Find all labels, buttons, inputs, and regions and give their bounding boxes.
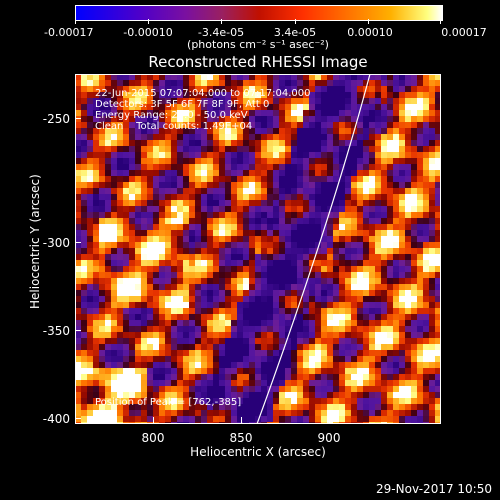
x-tick [153,417,154,423]
colorbar-tick [148,19,149,24]
colorbar-tick [368,19,369,24]
colorbar-tick [295,19,296,24]
y-tick [75,242,81,243]
x-axis-label: Heliocentric X (arcsec) [190,445,326,459]
x-tick-label: 900 [317,431,341,445]
y-tick [75,330,81,331]
x-tick-label: 800 [141,431,165,445]
y-tick-label: -350 [42,324,70,338]
x-tick-label: 850 [229,431,253,445]
image-pixels [75,74,441,424]
solar-limb-line [256,74,371,424]
peak-position-label: Position of Peak = [762,-385] [95,397,242,408]
time-range-label: 22-Jun-2015 07:07:04.000 to 07:17:04.000 [95,88,311,99]
colorbar-tick [221,19,222,24]
colorbar [75,5,443,21]
y-tick [75,118,81,119]
rhessi-image [75,74,441,424]
colorbar-label: 3.4e-05 [273,26,317,39]
clean-counts-label: Clean Total counts: 1.49E+04 [95,121,253,132]
y-tick-label: -400 [42,412,70,426]
y-tick-label: -300 [42,236,70,250]
colorbar-label: -0.00017 [44,26,94,39]
colorbar-label: 0.00010 [347,26,393,39]
x-tick [241,417,242,423]
y-axis-label: Heliocentric Y (arcsec) [28,174,42,309]
colorbar-tick [75,19,76,24]
colorbar-label: -3.4e-05 [197,26,245,39]
image-title: Reconstructed RHESSI Image [148,53,368,71]
plot-date: 29-Nov-2017 10:50 [376,482,492,496]
y-tick [75,418,81,419]
detectors-label: Detectors: 3F 5F 6F 7F 8F 9F, Att 0 [95,99,270,110]
colorbar-label: -0.00010 [123,26,173,39]
colorbar-tick [440,19,441,24]
colorbar-units: (photons cm⁻² s⁻¹ asec⁻²) [187,38,329,51]
x-tick [329,417,330,423]
colorbar-label: 0.00017 [441,26,487,39]
energy-range-label: Energy Range: 25.0 - 50.0 keV [95,110,248,121]
y-tick-label: -250 [42,112,70,126]
